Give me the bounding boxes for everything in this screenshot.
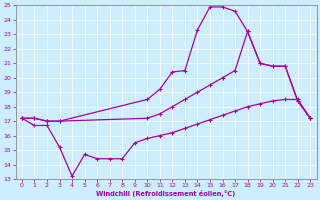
X-axis label: Windchill (Refroidissement éolien,°C): Windchill (Refroidissement éolien,°C) [96, 190, 236, 197]
